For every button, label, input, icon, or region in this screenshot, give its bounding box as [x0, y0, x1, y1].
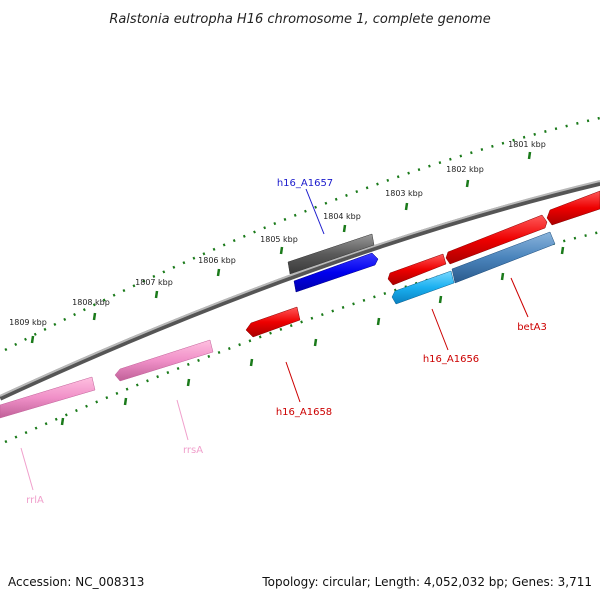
- label-h16-A1656: h16_A1656: [423, 354, 479, 365]
- chromosome-backbone: [0, 180, 600, 401]
- gene-h16-A1656[interactable]: [391, 270, 455, 305]
- gene-h16-A1658[interactable]: [245, 306, 301, 338]
- label-h16-A1657: h16_A1657: [277, 178, 333, 189]
- gene-red-outer-2[interactable]: [445, 214, 548, 265]
- scale-label-1808: 1808 kbp: [72, 298, 110, 307]
- label-h16-A1658: h16_A1658: [276, 407, 332, 418]
- gene-h16-A1657[interactable]: [293, 252, 379, 293]
- label-rrlA: rrlA: [26, 495, 44, 506]
- label-betA3: betA3: [517, 322, 547, 333]
- scale-label-1804: 1804 kbp: [323, 212, 361, 221]
- label-rrsA: rrsA: [183, 445, 203, 456]
- accession-text: Accession: NC_008313: [8, 575, 144, 589]
- scale-labels: 1801 kbp 1802 kbp 1803 kbp 1804 kbp 1805…: [9, 140, 546, 327]
- inner-major-ticks: [60, 246, 565, 426]
- scale-label-1807: 1807 kbp: [135, 278, 173, 287]
- gene-red-outer-1[interactable]: [387, 253, 447, 286]
- gene-red-outer-3[interactable]: [546, 190, 600, 226]
- gene-rrsA[interactable]: [114, 339, 214, 382]
- gene-betA3[interactable]: [451, 231, 556, 284]
- inner-scale-ring: [4, 230, 600, 444]
- scale-label-1805: 1805 kbp: [260, 235, 298, 244]
- gene-rrlA[interactable]: [0, 376, 96, 419]
- outer-major-ticks: [30, 151, 532, 344]
- scale-label-1806: 1806 kbp: [198, 256, 236, 265]
- gene-gray-feature[interactable]: [287, 233, 375, 275]
- outer-scale-ring: [4, 116, 600, 352]
- map-title: Ralstonia eutropha H16 chromosome 1, com…: [109, 12, 490, 27]
- scale-label-1809: 1809 kbp: [9, 318, 47, 327]
- topology-text: Topology: circular; Length: 4,052,032 bp…: [261, 575, 592, 589]
- scale-label-1803: 1803 kbp: [385, 189, 423, 198]
- scale-label-1801: 1801 kbp: [508, 140, 546, 149]
- gene-leader-lines: [20, 188, 529, 491]
- scale-label-1802: 1802 kbp: [446, 165, 484, 174]
